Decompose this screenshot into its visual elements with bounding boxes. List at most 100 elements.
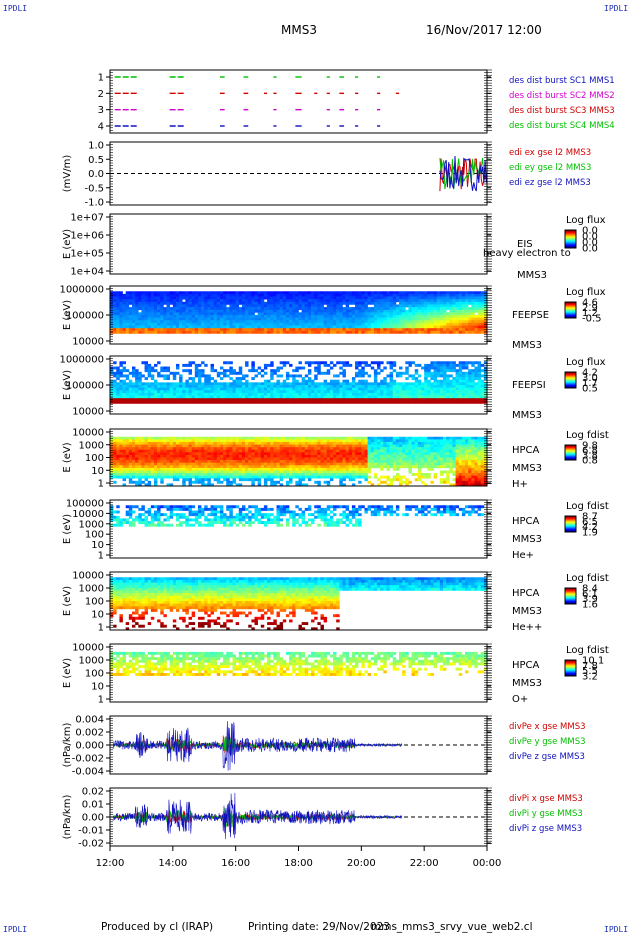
heat-cell-feeps_e <box>399 320 403 324</box>
heat-cell-feeps_e <box>204 309 208 313</box>
heat-cell-hpca_h <box>144 467 148 471</box>
heat-cell-feeps_i <box>116 400 120 404</box>
heat-cell-hpca_h <box>150 449 155 453</box>
heat-cell-feeps_e <box>122 312 127 316</box>
heat-cell-hpca_h <box>175 478 180 482</box>
heat-cell-feeps_i <box>257 371 262 375</box>
heat-cell-hpca_h <box>263 449 268 453</box>
heat-cell-hpca_h <box>226 473 230 476</box>
heat-cell-feeps_i <box>358 369 362 373</box>
heat-cell-feeps_i <box>263 366 268 370</box>
heat-cell-hpca_h <box>279 452 284 456</box>
heat-cell-feeps_e <box>232 317 236 321</box>
heat-cell-feeps_i <box>179 385 183 388</box>
heat-cell-feeps_e <box>377 315 381 318</box>
heat-cell-hpca_h <box>122 441 127 445</box>
heat-cell-feeps_e <box>241 325 246 329</box>
heat-cell-hpca_h <box>267 452 271 456</box>
heat-cell-feeps_e <box>113 315 117 318</box>
heat-cell-hpca_h <box>270 473 274 476</box>
heat-cell-feeps_e <box>119 317 123 321</box>
heat-cell-feeps_e <box>172 317 177 321</box>
heat-cell-feeps_e <box>361 315 365 318</box>
heat-cell-feeps_i <box>113 361 117 365</box>
heat-cell-feeps_i <box>320 361 324 365</box>
heat-cell-hpca_h <box>301 465 306 469</box>
heat-cell-hpca_h <box>314 447 318 451</box>
heat-cell-feeps_e <box>307 330 312 334</box>
heat-cell-feeps_e <box>430 309 434 313</box>
heat-cell-feeps_i <box>113 379 117 383</box>
heat-cell-hpca_h <box>131 465 136 469</box>
heat-cell-feeps_e <box>468 320 472 324</box>
heat-cell-feeps_e <box>433 307 438 311</box>
heat-cell-feeps_i <box>179 390 183 394</box>
heat-cell-feeps_i <box>119 390 123 394</box>
heat-cell-hpca_h <box>270 452 274 456</box>
heat-cell-feeps_e <box>468 301 472 305</box>
heat-cell-hpca_h <box>169 436 174 440</box>
heat-cell-feeps_i <box>295 366 299 370</box>
heat-cell-feeps_e <box>395 312 400 316</box>
heat-cell-hpca_h <box>144 454 148 458</box>
heat-cell-hpca_h <box>245 475 249 479</box>
colorbar-cell-feeps_e-13 <box>565 315 576 317</box>
colorbar-title-feeps_e: Log flux <box>566 287 606 298</box>
heat-cell-feeps_i <box>414 382 419 386</box>
heat-cell-feeps_e <box>477 296 482 300</box>
heat-cell-hpca_h <box>128 480 133 484</box>
heat-cell-feeps_e <box>314 317 318 321</box>
heat-cell-feeps_i <box>389 363 394 367</box>
heat-cell-feeps_e <box>160 325 164 329</box>
heat-cell-feeps_e <box>433 322 438 326</box>
heat-cell-feeps_e <box>465 320 469 324</box>
heat-cell-feeps_e <box>248 307 252 311</box>
heat-cell-feeps_e <box>285 301 290 305</box>
heat-cell-feeps_i <box>279 398 284 402</box>
heat-cell-feeps_e <box>125 301 130 305</box>
heat-cell-feeps_i <box>276 395 280 399</box>
heat-cell-feeps_i <box>110 400 114 404</box>
heat-cell-feeps_e <box>235 293 240 297</box>
heat-cell-hpca_h <box>226 470 230 474</box>
heat-cell-feeps_e <box>329 322 334 326</box>
heat-cell-hpca_h <box>207 475 211 479</box>
heat-cell-feeps_e <box>452 325 456 329</box>
heat-cell-feeps_i <box>408 374 412 378</box>
panel-frame-burst <box>109 69 488 134</box>
heat-cell-feeps_e <box>144 315 148 318</box>
heat-cell-hpca_h <box>251 436 255 440</box>
heat-cell-hpca_h <box>207 452 211 456</box>
heat-cell-hpca_h <box>279 454 284 458</box>
heat-cell-hpca_h <box>147 465 152 469</box>
heat-cell-hpca_h <box>197 447 202 451</box>
heat-cell-feeps_e <box>175 296 180 300</box>
heat-cell-feeps_e <box>229 304 233 308</box>
heat-cell-feeps_e <box>248 330 252 334</box>
heat-cell-hpca_h <box>185 460 189 463</box>
heat-cell-hpca_h <box>128 478 133 482</box>
heat-cell-feeps_e <box>232 325 236 329</box>
heat-cell-feeps_e <box>342 317 346 321</box>
heat-cell-hpca_h <box>295 457 299 461</box>
heat-cell-hpca_h <box>207 478 211 482</box>
heat-cell-hpca_h <box>188 439 192 443</box>
heat-cell-feeps_e <box>276 330 280 334</box>
heat-cell-hpca_h <box>292 441 296 445</box>
heat-cell-feeps_i <box>377 385 381 388</box>
heat-cell-feeps_i <box>267 382 271 386</box>
heat-cell-hpca_h <box>298 447 302 451</box>
heat-cell-feeps_i <box>229 387 233 391</box>
heat-cell-feeps_e <box>421 296 425 300</box>
heat-cell-feeps_e <box>267 317 271 321</box>
heat-cell-feeps_i <box>191 390 196 394</box>
heat-cell-feeps_i <box>355 400 359 404</box>
heat-cell-feeps_e <box>248 299 252 303</box>
heat-cell-feeps_i <box>320 387 324 391</box>
heat-cell-feeps_e <box>402 293 406 297</box>
heat-cell-feeps_e <box>254 309 258 313</box>
heat-cell-feeps_i <box>455 395 460 399</box>
heat-cell-hpca_h <box>304 483 309 487</box>
heat-cell-feeps_e <box>443 293 447 297</box>
heat-cell-feeps_e <box>175 320 180 324</box>
